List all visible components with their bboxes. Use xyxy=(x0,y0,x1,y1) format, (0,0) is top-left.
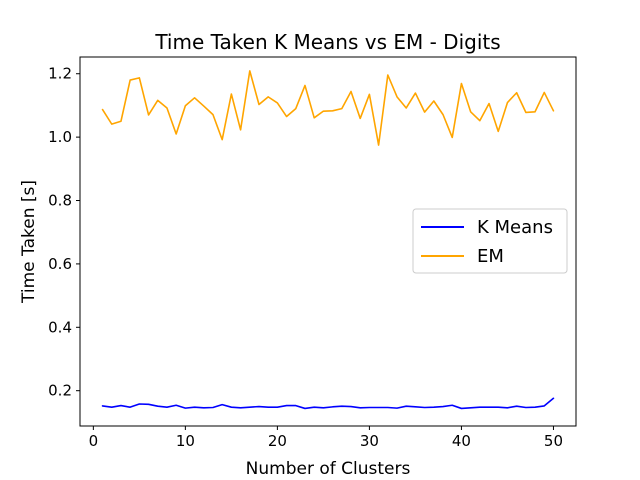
legend: K Means EM xyxy=(412,208,568,274)
x-tick-label: 30 xyxy=(360,432,379,450)
y-tick-label: 1.0 xyxy=(48,128,72,146)
x-tick-label: 10 xyxy=(176,432,195,450)
x-tick-label: 50 xyxy=(544,432,563,450)
x-tick-label: 20 xyxy=(268,432,287,450)
plot-area xyxy=(101,70,555,410)
y-tick-label: 1.2 xyxy=(48,65,72,83)
legend-label-kmeans: K Means xyxy=(477,217,553,238)
x-axis-ticks: 0 10 20 30 40 50 xyxy=(89,426,563,450)
y-tick-label: 0.8 xyxy=(48,192,72,210)
x-axis-label: Number of Clusters xyxy=(246,459,411,479)
y-axis-label: Time Taken [s] xyxy=(19,180,39,304)
y-tick-label: 0.6 xyxy=(48,255,72,273)
plot-frame xyxy=(79,56,577,427)
legend-label-em: EM xyxy=(477,246,504,267)
x-tick-label: 40 xyxy=(452,432,471,450)
y-tick-label: 0.4 xyxy=(48,318,72,336)
series-line-em xyxy=(101,70,555,146)
y-tick-label: 0.2 xyxy=(48,382,72,400)
y-axis-ticks: 0.2 0.4 0.6 0.8 1.0 1.2 xyxy=(48,65,80,400)
chart-title: Time Taken K Means vs EM - Digits xyxy=(154,30,500,54)
series-line-k-means xyxy=(101,397,555,410)
x-tick-label: 0 xyxy=(89,432,99,450)
